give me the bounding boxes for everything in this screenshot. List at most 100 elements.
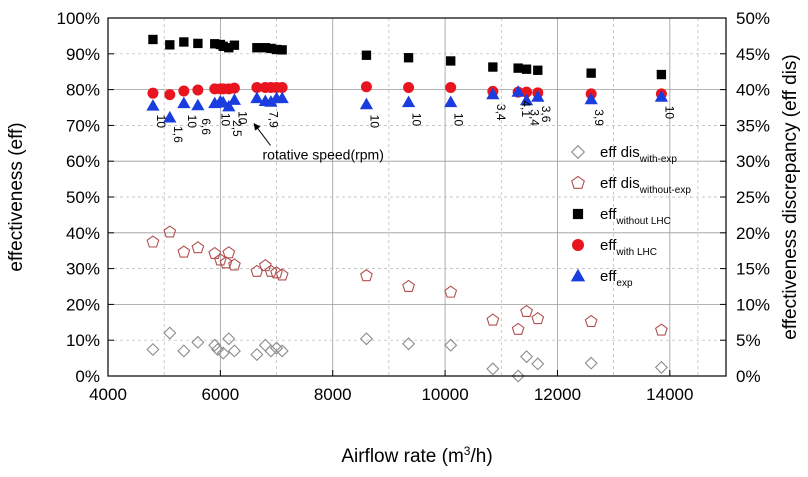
plot-frame bbox=[107, 17, 727, 377]
axis-ticks: 4000 6000 8000 10000 12000 14000 0% 10% 20% 30% 40… bbox=[57, 9, 771, 404]
y-tick-label: 20% bbox=[66, 295, 100, 314]
point-eff_without_lhc bbox=[403, 53, 414, 63]
point-eff_exp bbox=[222, 99, 236, 112]
y-right-tick-label: 25% bbox=[736, 188, 770, 207]
data-marks bbox=[146, 34, 668, 383]
point-eff_without_lhc bbox=[224, 43, 234, 53]
point-eff_with_lhc bbox=[228, 82, 240, 94]
point-eff_with_lhc bbox=[147, 87, 159, 99]
point-dis_without_exp bbox=[163, 225, 177, 238]
rpm-label: 1,6 bbox=[171, 126, 185, 143]
y-tick-label: 0% bbox=[75, 367, 100, 386]
point-dis_with_exp bbox=[275, 344, 289, 358]
y-right-tick-label: 20% bbox=[736, 224, 770, 243]
legend-marker-eff_with_lhc bbox=[572, 239, 584, 251]
point-eff_exp bbox=[227, 93, 242, 105]
point-dis_with_exp bbox=[211, 342, 225, 357]
series-eff_with_lhc bbox=[147, 81, 667, 101]
point-dis_with_exp bbox=[222, 332, 236, 346]
point-dis_with_exp bbox=[654, 360, 668, 374]
y-right-tick-label: 30% bbox=[736, 152, 770, 171]
point-eff_exp bbox=[250, 91, 264, 104]
legend-marker-eff_without_lhc bbox=[572, 208, 584, 220]
y-tick-label: 30% bbox=[66, 260, 100, 279]
rpm-label: 7,9 bbox=[266, 111, 280, 128]
point-eff_without_lhc bbox=[260, 43, 270, 53]
y-axis-right-title: effectiveness discrepancy (eff dis) bbox=[780, 54, 801, 340]
point-dis_without_exp bbox=[360, 269, 373, 282]
y-tick-label: 100% bbox=[57, 9, 100, 28]
point-eff_exp bbox=[654, 90, 668, 102]
annotation-text: rotative speed(rpm) bbox=[263, 146, 384, 162]
point-dis_with_exp bbox=[250, 347, 264, 362]
point-eff_exp bbox=[275, 91, 289, 104]
point-eff_exp bbox=[486, 87, 500, 100]
point-eff_without_lhc bbox=[165, 40, 175, 50]
rpm-label: 10 bbox=[410, 113, 424, 127]
rpm-label: 3,6 bbox=[539, 106, 553, 123]
point-dis_without_exp bbox=[402, 279, 415, 292]
point-eff_exp bbox=[401, 95, 416, 108]
y-right-tick-label: 5% bbox=[736, 331, 761, 350]
point-eff_with_lhc bbox=[276, 81, 288, 93]
point-dis_without_exp bbox=[146, 235, 160, 248]
y-right-tick-label: 15% bbox=[736, 260, 770, 279]
point-dis_without_exp bbox=[654, 323, 668, 336]
point-dis_with_exp bbox=[402, 337, 416, 351]
point-eff_without_lhc bbox=[148, 34, 158, 45]
point-dis_with_exp bbox=[146, 342, 160, 357]
point-dis_without_exp bbox=[264, 264, 278, 277]
point-eff_exp bbox=[191, 98, 205, 111]
point-eff_without_lhc bbox=[271, 44, 282, 55]
series-eff_without_lhc bbox=[148, 34, 667, 80]
point-dis_without_exp bbox=[444, 285, 458, 298]
y-tick-label: 60% bbox=[66, 152, 100, 171]
y-tick-label: 80% bbox=[66, 81, 100, 100]
y-tick-label: 40% bbox=[66, 224, 100, 243]
point-eff_without_lhc bbox=[521, 64, 532, 74]
point-dis_with_exp bbox=[208, 338, 222, 352]
point-dis_without_exp bbox=[219, 256, 233, 269]
y-right-tick-label: 10% bbox=[736, 295, 770, 314]
y-right-tick-label: 35% bbox=[736, 116, 770, 135]
legend-marker-dis_without_exp bbox=[571, 175, 585, 189]
point-eff_exp bbox=[584, 92, 598, 105]
rpm-label: 10 bbox=[185, 115, 199, 129]
point-dis_with_exp bbox=[269, 341, 284, 355]
x-tick-label: 8000 bbox=[314, 385, 352, 404]
legend-marker-dis_with_exp bbox=[570, 144, 586, 160]
rpm-label: 10 bbox=[662, 106, 676, 120]
point-dis_with_exp bbox=[486, 362, 500, 376]
point-eff_without_lhc bbox=[277, 45, 287, 55]
point-dis_with_exp bbox=[359, 332, 373, 346]
y-tick-label: 70% bbox=[66, 116, 100, 135]
rpm-label: 10 bbox=[154, 115, 168, 129]
x-axis-title: Airflow rate (m3/h) bbox=[341, 444, 492, 467]
point-dis_without_exp bbox=[584, 314, 598, 328]
point-dis_with_exp bbox=[511, 369, 525, 383]
rpm-label: 10 bbox=[367, 115, 381, 129]
point-eff_without_lhc bbox=[229, 40, 240, 50]
point-eff_without_lhc bbox=[446, 56, 456, 66]
point-eff_exp bbox=[444, 95, 458, 108]
point-dis_without_exp bbox=[275, 268, 289, 281]
point-dis_without_exp bbox=[520, 304, 533, 318]
series-eff_exp bbox=[146, 85, 668, 123]
point-eff_without_lhc bbox=[488, 62, 498, 72]
rpm-labels: 101,610 6,6 102,510 7,9 10 10 10 3,4 4,13,43,6 3,… bbox=[154, 100, 676, 143]
point-eff_with_lhc bbox=[192, 84, 204, 96]
point-dis_with_exp bbox=[191, 335, 205, 349]
x-tick-label: 10000 bbox=[421, 385, 468, 404]
rpm-label: 6,6 bbox=[199, 118, 213, 135]
series-dis_with_exp bbox=[146, 326, 668, 383]
point-eff_without_lhc bbox=[179, 37, 189, 47]
point-eff_without_lhc bbox=[193, 38, 203, 49]
point-dis_with_exp bbox=[264, 344, 278, 358]
y-tick-label: 10% bbox=[66, 331, 100, 350]
point-eff_without_lhc bbox=[533, 65, 543, 75]
point-eff_without_lhc bbox=[361, 50, 372, 60]
point-dis_without_exp bbox=[228, 258, 241, 271]
point-dis_without_exp bbox=[486, 313, 500, 326]
point-dis_without_exp bbox=[191, 241, 205, 254]
